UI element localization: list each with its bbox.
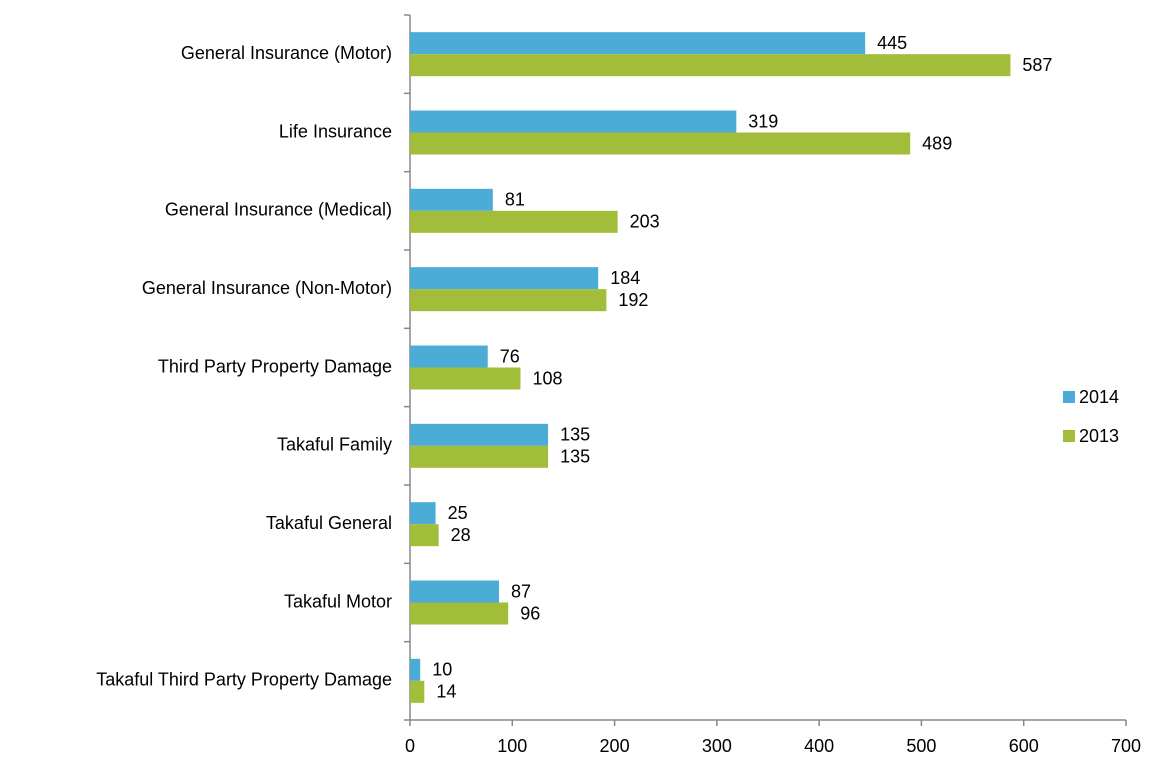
value-label: 135 — [560, 447, 590, 467]
value-label: 10 — [432, 660, 452, 680]
value-label: 135 — [560, 425, 590, 445]
value-label: 81 — [505, 190, 525, 210]
bar — [410, 188, 493, 211]
bar — [410, 289, 607, 312]
category-label: Third Party Property Damage — [158, 356, 392, 376]
bar — [410, 602, 509, 625]
value-label: 14 — [436, 682, 456, 702]
bar — [410, 345, 488, 368]
category-label: Takaful Third Party Property Damage — [96, 670, 392, 690]
x-tick-label: 500 — [906, 736, 936, 756]
category-label: General Insurance (Medical) — [165, 200, 392, 220]
bar — [410, 680, 425, 703]
x-tick-label: 100 — [497, 736, 527, 756]
value-label: 203 — [630, 212, 660, 232]
bar — [410, 445, 549, 468]
value-label: 192 — [618, 290, 648, 310]
value-label: 108 — [532, 368, 562, 388]
category-label: Takaful General — [266, 513, 392, 533]
bar — [410, 32, 866, 55]
bar — [410, 267, 599, 290]
x-tick-label: 200 — [600, 736, 630, 756]
x-tick-label: 300 — [702, 736, 732, 756]
value-label: 587 — [1022, 55, 1052, 75]
value-label: 87 — [511, 581, 531, 601]
value-label: 489 — [922, 133, 952, 153]
bar — [410, 658, 421, 681]
category-label: Takaful Family — [277, 435, 392, 455]
x-tick-label: 700 — [1111, 736, 1141, 756]
value-label: 445 — [877, 33, 907, 53]
bar — [410, 423, 549, 446]
value-label: 28 — [451, 525, 471, 545]
category-label: Takaful Motor — [284, 591, 392, 611]
bar — [410, 367, 521, 390]
bar — [410, 54, 1011, 77]
legend-label: 2014 — [1079, 387, 1119, 407]
bar — [410, 132, 911, 155]
x-tick-label: 600 — [1009, 736, 1039, 756]
value-label: 96 — [520, 603, 540, 623]
bar — [410, 110, 737, 133]
value-label: 184 — [610, 268, 640, 288]
value-label: 76 — [500, 346, 520, 366]
bar — [410, 210, 618, 233]
legend-swatch — [1063, 391, 1075, 403]
bar — [410, 502, 436, 525]
x-tick-label: 0 — [405, 736, 415, 756]
value-label: 25 — [448, 503, 468, 523]
category-label: Life Insurance — [279, 121, 392, 141]
x-tick-label: 400 — [804, 736, 834, 756]
legend-label: 2013 — [1079, 426, 1119, 446]
value-label: 319 — [748, 111, 778, 131]
bar — [410, 524, 439, 547]
bar — [410, 580, 499, 603]
category-label: General Insurance (Motor) — [181, 43, 392, 63]
legend-swatch — [1063, 430, 1075, 442]
category-label: General Insurance (Non-Motor) — [142, 278, 392, 298]
